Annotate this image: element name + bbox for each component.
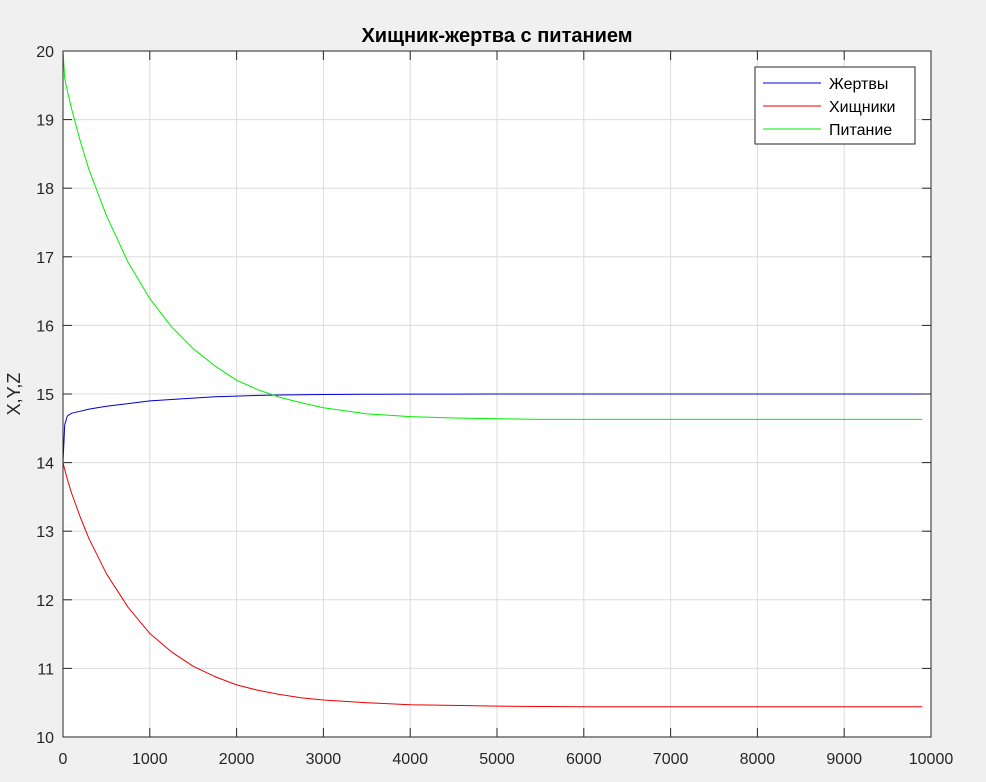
y-tick-labels: 10 11 12 13 14 15 16 17 18 19 20 [36,44,54,747]
x-tick-label: 10000 [909,751,954,768]
y-tick-label: 13 [36,524,54,541]
x-tick-label: 9000 [826,751,862,768]
y-tick-label: 14 [36,456,54,473]
series-layer [62,50,923,708]
series-line-3 [62,50,923,420]
y-tick-label: 16 [36,318,54,335]
y-tick-label: 15 [36,387,54,404]
y-axis-label: X,Y,Z [4,373,24,416]
chart-title: Хищник-жертва с питанием [361,25,632,47]
y-tick-label: 20 [36,44,54,61]
y-tick-label: 11 [37,661,54,678]
x-tick-label: 6000 [566,751,602,768]
y-tick-label: 17 [36,250,54,267]
x-tick-label: 5000 [479,751,515,768]
legend-label: Жертвы [829,76,888,93]
series-line-2 [62,462,923,708]
legend-label: Питание [829,122,892,139]
x-tick-label: 2000 [219,751,255,768]
y-tick-label: 10 [36,730,54,747]
x-tick-label: 4000 [392,751,428,768]
legend-label: Хищники [829,99,895,116]
y-tick-label: 18 [36,181,54,198]
x-tick-label: 7000 [653,751,689,768]
x-tick-labels: 0 1000 2000 3000 4000 5000 6000 7000 8000 9000 100… [59,751,954,768]
axis-ticks [62,50,932,738]
x-tick-label: 0 [59,751,68,768]
y-tick-label: 19 [36,113,54,130]
x-tick-label: 8000 [740,751,776,768]
series-line-1 [62,393,923,463]
x-tick-label: 3000 [306,751,342,768]
y-tick-label: 12 [36,593,54,610]
legend: Жертвы Хищники Питание [754,66,916,145]
x-tick-label: 1000 [132,751,168,768]
